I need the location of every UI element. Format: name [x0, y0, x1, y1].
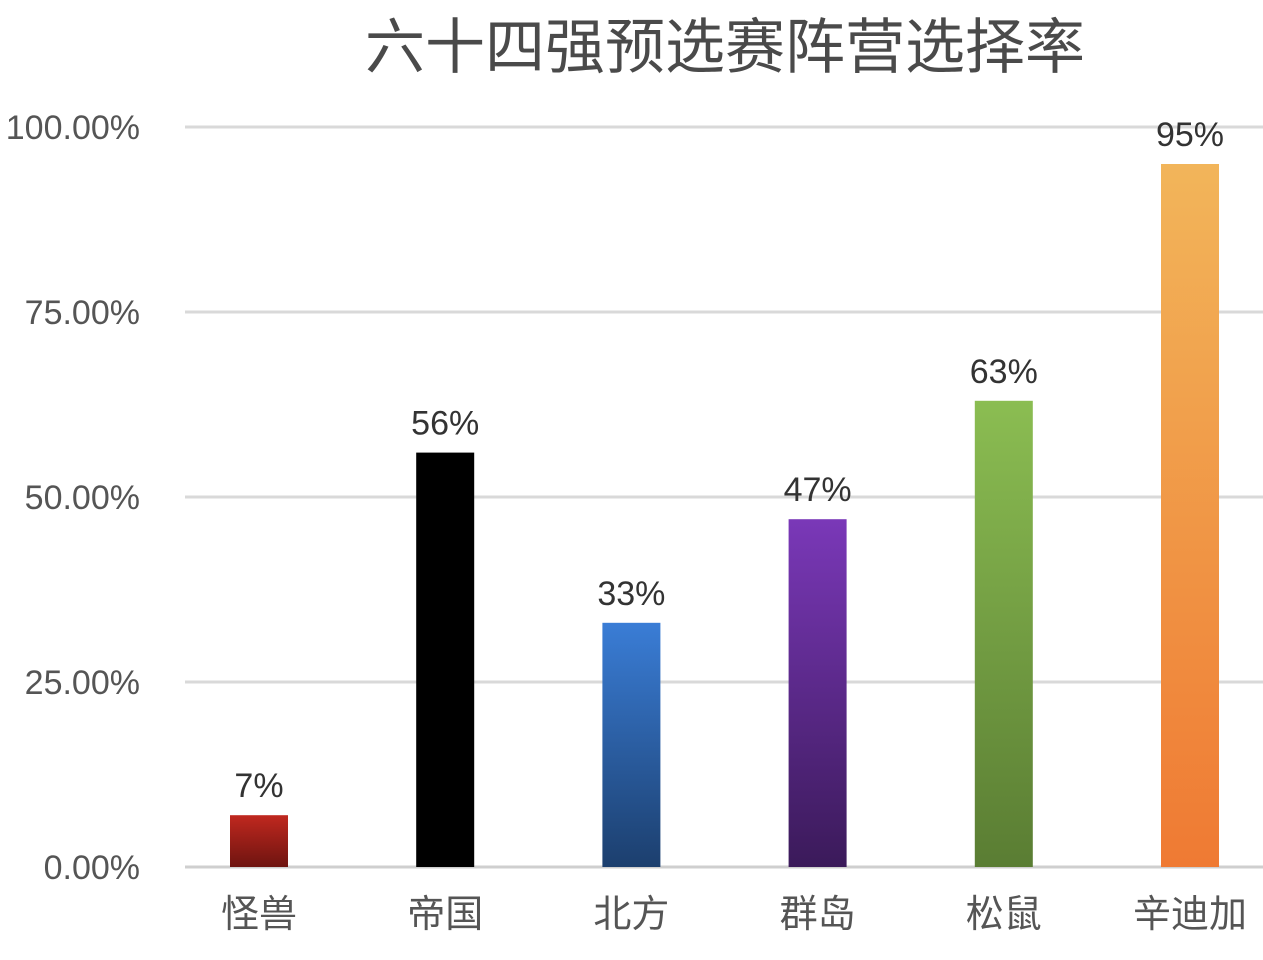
y-tick-label: 50.00% — [25, 479, 140, 517]
bar-0 — [230, 815, 288, 867]
chart-title: 六十四强预选赛阵营选择率 — [365, 13, 1085, 83]
x-tick-label: 帝国 — [407, 892, 483, 936]
bar-5 — [1161, 164, 1219, 867]
data-label: 33% — [597, 575, 665, 613]
bars — [230, 164, 1219, 867]
data-label: 95% — [1156, 116, 1224, 154]
bar-1 — [416, 452, 475, 867]
data-label: 56% — [411, 405, 479, 443]
data-label: 47% — [784, 471, 852, 509]
bar-2 — [602, 622, 661, 867]
x-tick-label: 松鼠 — [966, 892, 1042, 936]
y-axis-tick-labels: 0.00% 25.00% 50.00% 75.00% 100.00% — [6, 109, 140, 887]
y-tick-label: 100.00% — [6, 109, 140, 147]
bar-4 — [974, 400, 1033, 867]
data-labels: 7% 56% 33% 47% 63% 95% — [234, 116, 1224, 805]
x-tick-label: 辛迪加 — [1133, 892, 1247, 936]
x-tick-label: 北方 — [593, 892, 669, 936]
y-tick-label: 0.00% — [44, 849, 140, 887]
bar-3 — [788, 519, 847, 867]
x-tick-label: 群岛 — [780, 892, 856, 936]
data-label: 7% — [234, 767, 283, 805]
gridlines — [185, 125, 1263, 869]
y-tick-label: 25.00% — [25, 664, 140, 702]
x-axis-tick-labels: 怪兽 帝国 北方 群岛 松鼠 辛迪加 — [221, 892, 1247, 936]
x-tick-label: 怪兽 — [221, 892, 297, 936]
data-label: 63% — [970, 353, 1038, 391]
y-tick-label: 75.00% — [25, 294, 140, 332]
